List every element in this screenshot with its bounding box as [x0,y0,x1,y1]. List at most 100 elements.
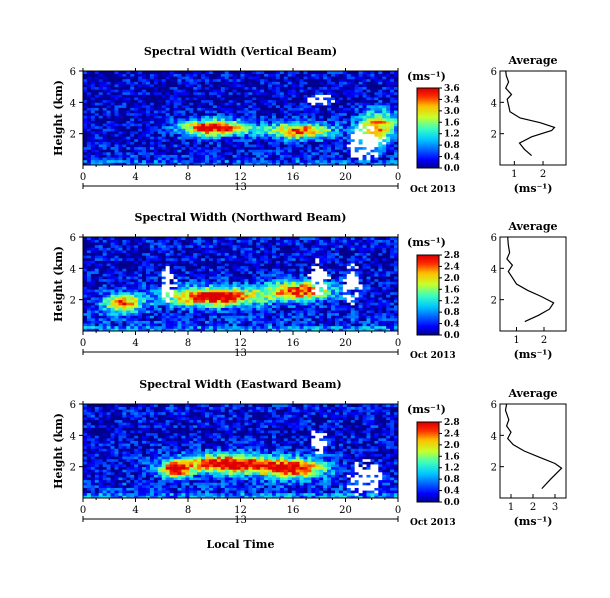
heatmap-cell [224,315,230,319]
heatmap-cell [386,84,391,88]
heatmap-cell [102,239,108,243]
heatmap-cell [173,255,178,259]
heatmap-cell [291,141,297,145]
heatmap-cell [86,247,92,251]
heatmap-cell [118,81,123,85]
heatmap-cell [126,257,131,261]
heatmap-cell [193,294,198,298]
heatmap-cell [295,110,300,114]
heatmap-cell [315,84,320,88]
heatmap-cell [319,157,324,161]
heatmap-cell [236,120,241,124]
heatmap-cell [216,94,222,98]
heatmap-cell [244,78,249,82]
heatmap-cell [224,302,230,306]
heatmap-cell [114,257,119,261]
heatmap-cell [130,99,135,103]
heatmap-cell [212,270,218,274]
heatmap-cell [220,255,226,259]
heatmap-cell [350,94,356,98]
heatmap-cell [240,89,245,93]
heatmap-cell [90,131,96,135]
heatmap-cell [248,315,253,319]
heatmap-cell [323,102,328,106]
heatmap-cell [201,84,206,88]
heatmap-cell [232,252,237,256]
heatmap-cell [205,281,210,285]
panel-1: Spectral Width (Northward Beam)0 4 8 12 16 20… [52,211,567,361]
heatmap-cell [181,328,186,332]
heatmap-cell [224,291,230,295]
heatmap-cell [173,302,178,306]
heatmap-cell [248,144,253,148]
heatmap-cell [232,270,237,274]
heatmap-cell [224,239,230,243]
heatmap-cell [315,120,320,124]
heatmap-cell [299,162,304,166]
heatmap-cell [260,265,265,269]
heatmap-cell [279,294,285,298]
heatmap-cell [264,138,269,142]
heatmap-cell [153,242,159,246]
heatmap-cell [118,284,123,288]
heatmap-cell [138,307,143,311]
y-tick-label: 4 [70,98,76,109]
heatmap-cell [212,276,218,280]
heatmap-cell [338,97,344,101]
heatmap-cell [193,81,198,85]
heatmap-cell [252,71,257,75]
heatmap-cell [98,328,104,332]
heatmap-cell [362,131,367,135]
heatmap-cell [350,112,356,116]
heatmap-cell [311,146,316,150]
heatmap-cell [98,302,104,306]
heatmap-cell [102,250,108,254]
heatmap-cell [110,115,115,119]
heatmap-cell [256,239,261,243]
heatmap-cell [319,81,324,85]
heatmap-cell [169,149,174,153]
heatmap-cell [256,250,261,254]
heatmap-cell [287,328,293,332]
heatmap-cell [189,91,194,95]
heatmap-cell [299,76,304,80]
heatmap-cell [228,320,234,324]
heatmap-cell [94,71,100,75]
heatmap-cell [122,310,127,314]
heatmap-cell [130,151,135,155]
heatmap-cell [209,86,214,90]
heatmap-cell [366,99,371,103]
heatmap-cell [279,257,285,261]
heatmap-cell [350,157,356,161]
heatmap-cell [157,302,163,306]
heatmap-cell [209,252,214,256]
heatmap-cell [394,133,399,137]
heatmap-cell [122,328,127,332]
heatmap-cell [94,104,100,108]
heatmap-cell [212,284,218,288]
heatmap-cell [197,237,202,241]
heatmap-cell [358,133,363,137]
heatmap-cell [279,317,285,321]
heatmap-cell [236,278,241,282]
heatmap-cell [335,76,340,80]
heatmap-cell [118,265,123,269]
heatmap-cell [161,97,167,101]
heatmap-cell [220,86,226,90]
heatmap-cell [205,97,210,101]
heatmap-cell [283,149,289,153]
heatmap-cell [272,71,277,75]
heatmap-cell [260,252,265,256]
heatmap-cell [209,273,214,277]
heatmap-cell [232,78,237,82]
heatmap-cell [260,115,265,119]
heatmap-cell [283,250,289,254]
heatmap-cell [142,86,147,90]
heatmap-cell [260,110,265,114]
heatmap-cell [185,138,190,142]
heatmap-cell [201,118,206,122]
heatmap-cell [256,273,261,277]
heatmap-cell [90,94,96,98]
heatmap-cell [244,107,249,111]
heatmap-cell [118,247,123,251]
